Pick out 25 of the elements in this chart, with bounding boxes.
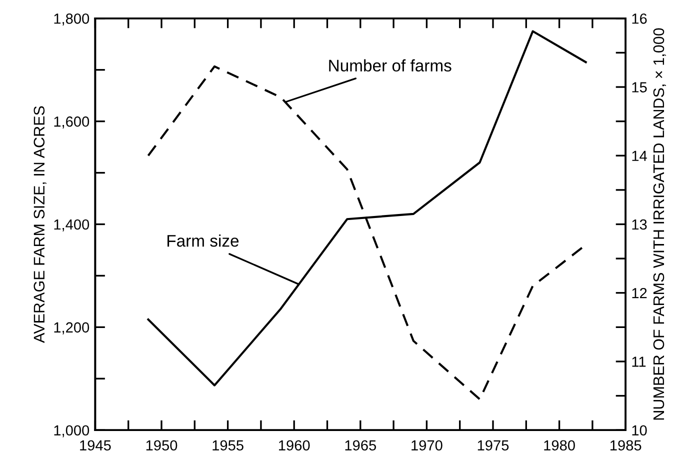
annotation: Number of farms [329, 59, 452, 72]
x-tick-label: 1950 [146, 440, 178, 451]
y2-tick-label: 10 [632, 425, 647, 436]
x-tick-label: 1980 [544, 440, 575, 451]
y2-tick-label: 16 [632, 14, 647, 24]
x-tick-label: 1965 [345, 440, 376, 451]
y2-tick-label: 14 [632, 150, 647, 161]
annotation: Farm size [168, 234, 239, 247]
y-tick-label: 1,400 [54, 219, 90, 232]
y-tick-label: 1,800 [54, 14, 90, 26]
y2-tick-label: 13 [632, 219, 647, 230]
y2-tick-label: 12 [632, 288, 647, 298]
y-tick-label: 1,000 [54, 425, 90, 438]
x-tick-label: 1975 [478, 440, 509, 451]
y-axis-title: AVERAGE FARM SIZE, IN ACRES [34, 106, 46, 343]
x-tick-label: 1945 [80, 440, 111, 451]
y-tick-label: 1,200 [54, 322, 90, 334]
x-tick-label: 1985 [610, 440, 642, 451]
y2-axis-title: NUMBER OF FARMS WITH IRRIGATED LANDS, × 1,000 [653, 28, 666, 420]
y-tick-label: 1,600 [54, 116, 90, 128]
x-tick-label: 1970 [412, 440, 442, 451]
x-tick-label: 1960 [278, 440, 310, 451]
y2-tick-label: 15 [632, 82, 647, 92]
y2-tick-label: 11 [632, 356, 646, 367]
x-tick-label: 1955 [212, 440, 244, 451]
